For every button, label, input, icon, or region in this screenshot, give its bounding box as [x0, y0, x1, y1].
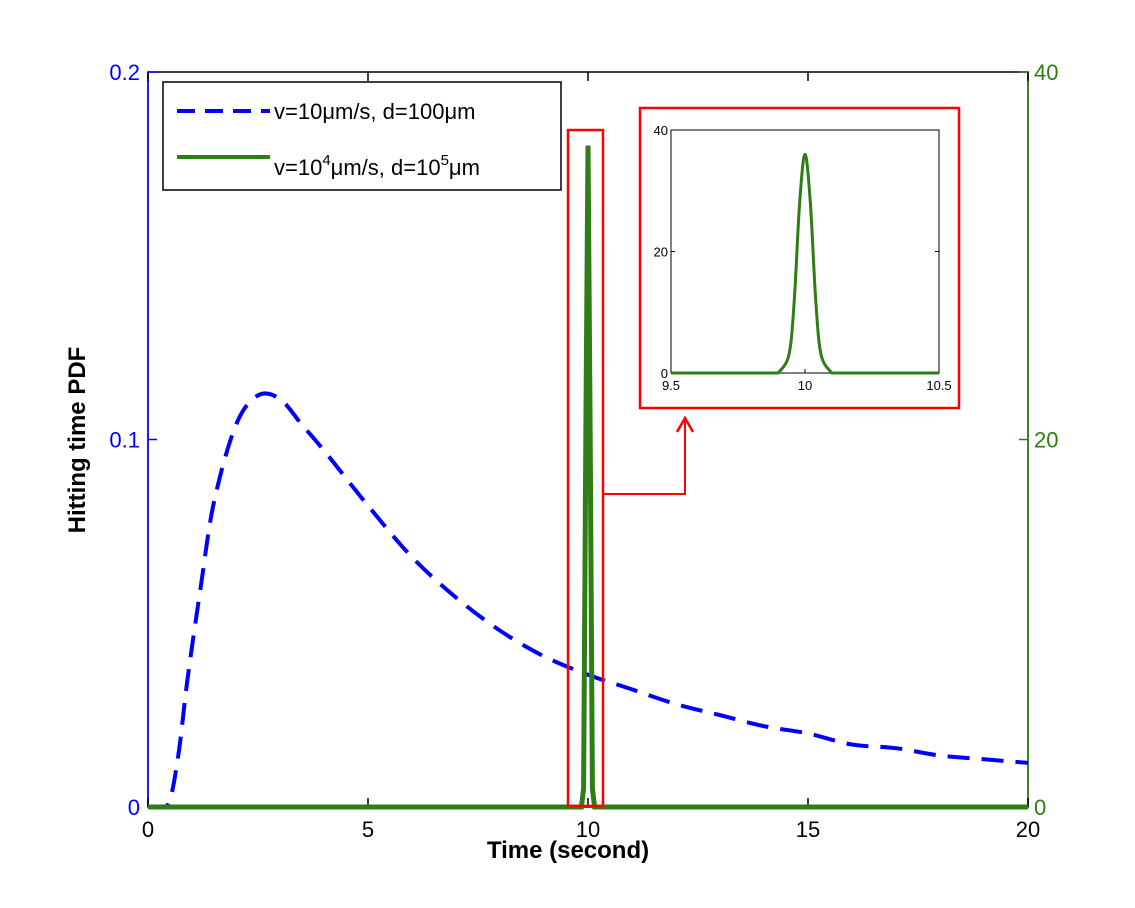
right-y-tick-label: 40: [1034, 60, 1058, 85]
x-tick-label: 15: [796, 817, 820, 842]
left-y-axis-ticks: 0 0.1 0.2: [109, 60, 157, 820]
x-tick-label: 10: [576, 817, 600, 842]
right-y-tick-label: 0: [1034, 795, 1046, 820]
x-axis-ticks: 0 5 10 15 20: [142, 72, 1040, 842]
right-y-tick-label: 20: [1034, 428, 1058, 453]
inset-x-tick-label: 10.5: [926, 378, 951, 393]
left-y-tick-label: 0: [128, 795, 140, 820]
zoom-connector-line: [603, 420, 686, 495]
inset-series-line: [671, 152, 939, 375]
right-y-axis-ticks: 0 20 40: [1019, 60, 1058, 820]
left-y-tick-label: 0.1: [109, 428, 140, 453]
x-axis-label: Time (second): [487, 837, 649, 864]
legend-label-v10: v=10μm/s, d=100μm: [274, 99, 475, 124]
inset-y-tick-label: 40: [654, 123, 668, 138]
legend-label-v1e4: v=104μm/s, d=105μm: [274, 152, 480, 180]
x-tick-label: 20: [1016, 817, 1040, 842]
inset-plot-area: [670, 129, 940, 374]
inset-y-tick-label: 20: [654, 245, 668, 260]
series-line-v10: [147, 391, 1029, 810]
x-tick-label: 0: [142, 817, 154, 842]
inset-x-tick-label: 10: [798, 378, 812, 393]
left-y-tick-label: 0.2: [109, 60, 140, 85]
inset-ticks: 9.5 10 10.5 0 20 40: [654, 123, 952, 393]
y-axis-label: Hitting time PDF: [64, 347, 91, 534]
zoom-arrowhead: [675, 415, 695, 433]
inset-x-tick-label: 9.5: [662, 378, 680, 393]
zoom-highlight-box: [566, 128, 605, 808]
series-line-v1e4: [148, 145, 1028, 810]
inset-y-tick-label: 0: [661, 366, 668, 381]
x-tick-label: 5: [362, 817, 374, 842]
legend-box: [162, 81, 562, 191]
